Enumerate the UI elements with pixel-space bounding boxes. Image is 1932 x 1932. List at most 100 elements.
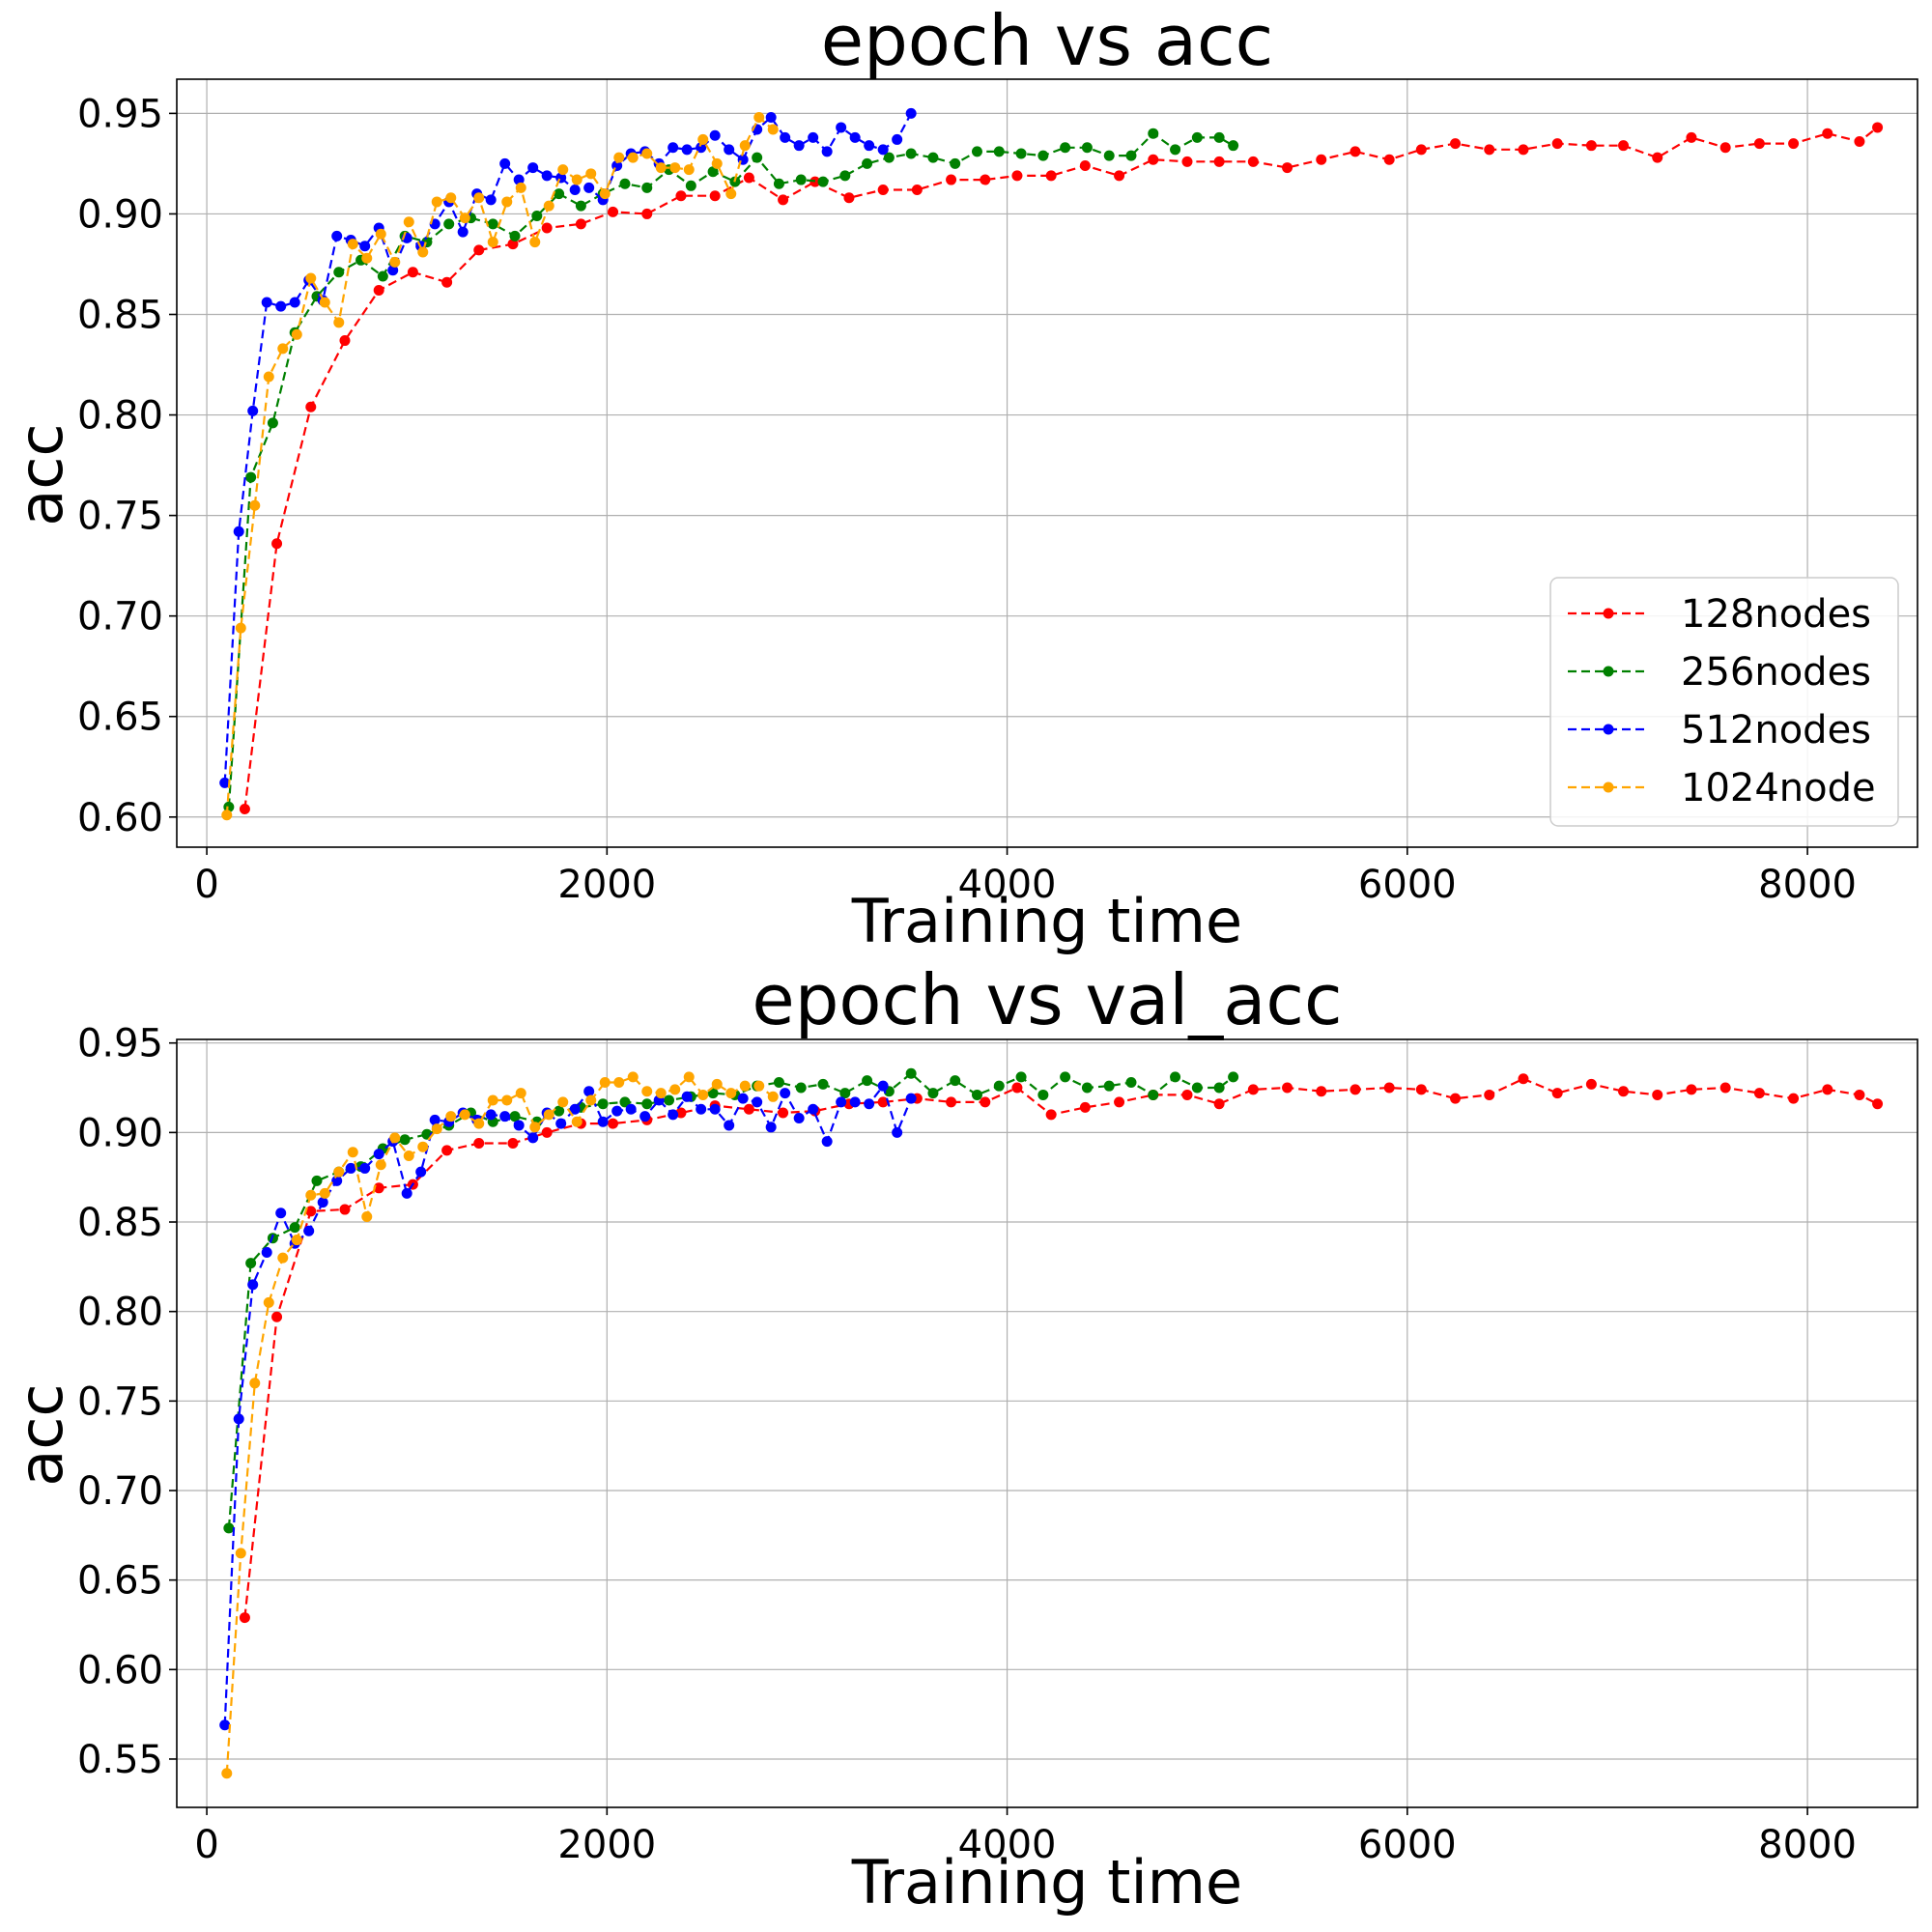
x-tick-label: 0 xyxy=(194,863,218,907)
series-line-1024node xyxy=(225,1075,774,1774)
data-point-512nodes xyxy=(541,170,553,182)
y-tick-label: 0.95 xyxy=(77,92,163,136)
y-tick-label: 0.55 xyxy=(77,1738,163,1782)
data-point-256nodes xyxy=(972,146,983,157)
data-point-1024node xyxy=(767,1091,779,1102)
data-point-128nodes xyxy=(1350,1084,1361,1095)
data-point-128nodes xyxy=(271,1311,283,1322)
data-point-512nodes xyxy=(247,405,259,416)
legend-marker xyxy=(1603,724,1614,735)
data-point-1024node xyxy=(585,168,597,180)
data-point-128nodes xyxy=(407,267,418,278)
data-point-128nodes xyxy=(1686,1084,1697,1095)
data-point-512nodes xyxy=(737,1093,749,1104)
data-point-512nodes xyxy=(668,1109,679,1121)
data-point-512nodes xyxy=(681,1091,693,1102)
data-point-256nodes xyxy=(1228,140,1239,152)
data-point-512nodes xyxy=(905,107,917,119)
data-point-512nodes xyxy=(793,140,805,152)
data-point-256nodes xyxy=(795,174,807,185)
data-point-128nodes xyxy=(641,208,653,219)
data-point-1024node xyxy=(403,216,414,228)
legend-label: 256nodes xyxy=(1681,650,1871,695)
data-point-512nodes xyxy=(289,297,300,308)
data-point-256nodes xyxy=(707,166,719,178)
y-tick-label: 0.80 xyxy=(77,394,163,439)
data-point-128nodes xyxy=(1618,1086,1630,1097)
data-point-128nodes xyxy=(1450,138,1462,150)
data-point-1024node xyxy=(641,148,653,159)
data-point-256nodes xyxy=(641,182,653,193)
data-point-128nodes xyxy=(441,1145,453,1156)
x-tick-label: 0 xyxy=(194,1823,218,1867)
data-point-256nodes xyxy=(554,188,565,200)
legend-marker xyxy=(1603,666,1614,677)
data-point-1024node xyxy=(683,164,695,176)
data-point-512nodes xyxy=(836,1096,847,1108)
data-point-128nodes xyxy=(877,1096,889,1108)
data-point-512nodes xyxy=(233,1413,244,1425)
data-point-512nodes xyxy=(359,1162,371,1174)
data-point-128nodes xyxy=(843,192,855,204)
data-point-128nodes xyxy=(1181,156,1193,167)
data-point-128nodes xyxy=(1551,1088,1563,1099)
data-point-1024node xyxy=(753,112,765,124)
data-point-256nodes xyxy=(267,417,278,429)
data-point-128nodes xyxy=(1282,162,1293,174)
data-point-1024node xyxy=(501,196,513,208)
data-point-128nodes xyxy=(1415,144,1427,156)
data-point-128nodes xyxy=(1788,1093,1800,1104)
data-point-256nodes xyxy=(509,230,521,242)
data-point-256nodes xyxy=(993,1080,1005,1092)
data-point-512nodes xyxy=(765,112,777,124)
data-point-128nodes xyxy=(473,1137,485,1149)
data-point-1024node xyxy=(333,1166,345,1178)
val-acc-chart: 0 2000 4000 6000 8000 0.55 0.60 0.65 0.70 0.75 0.8… xyxy=(6,959,1918,1918)
data-point-128nodes xyxy=(541,222,553,234)
x-tick-label: 2000 xyxy=(557,1823,656,1867)
data-point-512nodes xyxy=(639,1111,651,1122)
data-point-1024node xyxy=(669,162,681,174)
data-point-256nodes xyxy=(311,1175,323,1186)
data-point-512nodes xyxy=(457,226,469,238)
data-point-1024node xyxy=(319,1187,330,1199)
data-point-1024node xyxy=(487,1094,498,1106)
y-tick-label: 0.65 xyxy=(77,1559,163,1604)
data-point-1024node xyxy=(277,1252,289,1264)
x-tick-label: 6000 xyxy=(1358,863,1457,907)
data-point-128nodes xyxy=(1213,156,1225,167)
data-point-512nodes xyxy=(696,1103,707,1115)
data-point-512nodes xyxy=(864,1098,875,1110)
legend-item-128nodes: 128nodes xyxy=(1568,592,1871,637)
data-point-1024node xyxy=(319,297,330,308)
data-point-512nodes xyxy=(905,1093,917,1104)
data-point-128nodes xyxy=(1383,1082,1395,1094)
data-point-256nodes xyxy=(1103,1080,1115,1092)
data-point-128nodes xyxy=(1822,128,1833,139)
data-point-512nodes xyxy=(513,174,525,185)
data-point-256nodes xyxy=(619,178,631,189)
y-tick-label: 0.65 xyxy=(77,696,163,740)
data-point-1024node xyxy=(235,1548,246,1559)
y-tick-label: 0.75 xyxy=(77,495,163,539)
data-point-512nodes xyxy=(317,1197,328,1208)
data-point-128nodes xyxy=(1148,154,1159,165)
data-point-256nodes xyxy=(1060,142,1071,154)
data-point-1024node xyxy=(445,1111,457,1122)
data-point-1024node xyxy=(711,157,723,169)
data-point-256nodes xyxy=(839,170,851,182)
data-point-1024node xyxy=(753,1080,765,1092)
y-axis-label: acc xyxy=(6,423,76,526)
data-point-256nodes xyxy=(752,152,763,163)
data-point-128nodes xyxy=(1585,1078,1597,1090)
data-point-256nodes xyxy=(927,152,939,163)
data-point-1024node xyxy=(613,1076,625,1088)
y-tick-label: 0.85 xyxy=(77,293,163,337)
data-point-128nodes xyxy=(473,244,485,256)
y-tick-label: 0.75 xyxy=(77,1379,163,1424)
data-point-1024node xyxy=(249,499,261,511)
data-point-128nodes xyxy=(1872,122,1884,133)
data-point-128nodes xyxy=(911,184,923,195)
data-point-1024node xyxy=(543,200,554,212)
data-point-256nodes xyxy=(905,148,917,159)
